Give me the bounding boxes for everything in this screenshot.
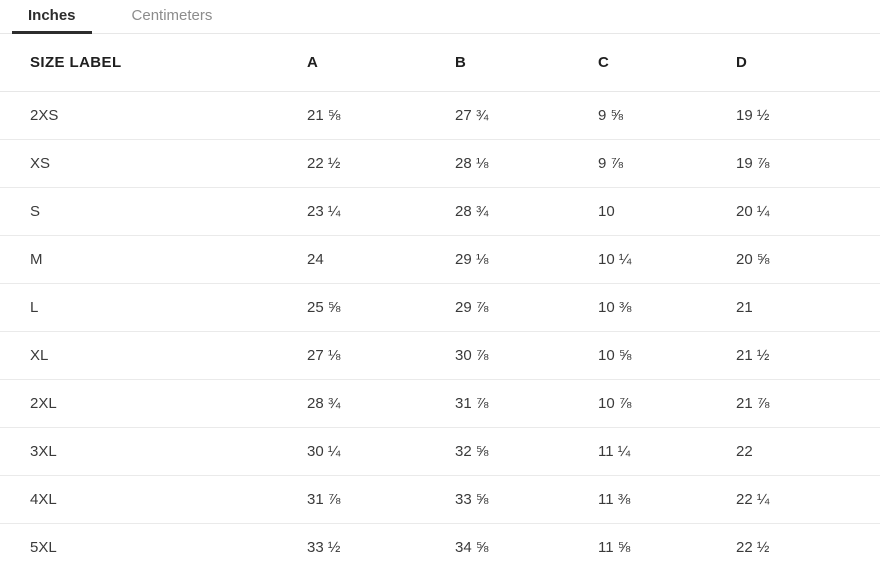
size-label-cell: XS	[0, 140, 307, 188]
unit-tabs: Inches Centimeters	[0, 0, 880, 34]
measurement-cell: 19 ½	[736, 92, 880, 140]
measurement-cell: 9 ⅝	[598, 92, 736, 140]
table-row: 3XL 30 ¼ 32 ⅝ 11 ¼ 22	[0, 428, 880, 476]
table-row: XL 27 ⅛ 30 ⅞ 10 ⅝ 21 ½	[0, 332, 880, 380]
measurement-cell: 22 ¼	[736, 476, 880, 524]
table-row: 2XL 28 ¾ 31 ⅞ 10 ⅞ 21 ⅞	[0, 380, 880, 428]
measurement-cell: 27 ⅛	[307, 332, 455, 380]
column-header-size-label: SIZE LABEL	[0, 34, 307, 92]
measurement-cell: 19 ⅞	[736, 140, 880, 188]
measurement-cell: 24	[307, 236, 455, 284]
measurement-cell: 27 ¾	[455, 92, 598, 140]
size-label-cell: L	[0, 284, 307, 332]
measurement-cell: 30 ⅞	[455, 332, 598, 380]
size-label-cell: 2XS	[0, 92, 307, 140]
measurement-cell: 21	[736, 284, 880, 332]
measurement-cell: 22 ½	[307, 140, 455, 188]
measurement-cell: 29 ⅛	[455, 236, 598, 284]
measurement-cell: 20 ¼	[736, 188, 880, 236]
size-label-cell: M	[0, 236, 307, 284]
measurement-cell: 23 ¼	[307, 188, 455, 236]
column-header-a: A	[307, 34, 455, 92]
measurement-cell: 22	[736, 428, 880, 476]
table-row: M 24 29 ⅛ 10 ¼ 20 ⅝	[0, 236, 880, 284]
table-row: XS 22 ½ 28 ⅛ 9 ⅞ 19 ⅞	[0, 140, 880, 188]
table-row: L 25 ⅝ 29 ⅞ 10 ⅜ 21	[0, 284, 880, 332]
measurement-cell: 11 ¼	[598, 428, 736, 476]
table-row: 4XL 31 ⅞ 33 ⅝ 11 ⅜ 22 ¼	[0, 476, 880, 524]
measurement-cell: 28 ¾	[455, 188, 598, 236]
measurement-cell: 10 ¼	[598, 236, 736, 284]
measurement-cell: 33 ⅝	[455, 476, 598, 524]
measurement-cell: 21 ⅝	[307, 92, 455, 140]
column-header-b: B	[455, 34, 598, 92]
tab-centimeters[interactable]: Centimeters	[116, 0, 229, 34]
measurement-cell: 10 ⅝	[598, 332, 736, 380]
measurement-cell: 31 ⅞	[307, 476, 455, 524]
size-label-cell: 2XL	[0, 380, 307, 428]
table-row: S 23 ¼ 28 ¾ 10 20 ¼	[0, 188, 880, 236]
measurement-cell: 30 ¼	[307, 428, 455, 476]
size-label-cell: 4XL	[0, 476, 307, 524]
header-row: SIZE LABEL A B C D	[0, 34, 880, 92]
tab-inches[interactable]: Inches	[12, 0, 92, 34]
measurement-cell: 25 ⅝	[307, 284, 455, 332]
measurement-cell: 10	[598, 188, 736, 236]
size-label-cell: 3XL	[0, 428, 307, 476]
size-label-cell: XL	[0, 332, 307, 380]
column-header-d: D	[736, 34, 880, 92]
measurement-cell: 29 ⅞	[455, 284, 598, 332]
measurement-cell: 21 ⅞	[736, 380, 880, 428]
measurement-cell: 11 ⅜	[598, 476, 736, 524]
column-header-c: C	[598, 34, 736, 92]
size-chart-table: SIZE LABEL A B C D 2XS 21 ⅝ 27 ¾ 9 ⅝ 19 …	[0, 34, 880, 571]
measurement-cell: 32 ⅝	[455, 428, 598, 476]
measurement-cell: 28 ¾	[307, 380, 455, 428]
measurement-cell: 9 ⅞	[598, 140, 736, 188]
measurement-cell: 31 ⅞	[455, 380, 598, 428]
size-label-cell: S	[0, 188, 307, 236]
measurement-cell: 28 ⅛	[455, 140, 598, 188]
measurement-cell: 21 ½	[736, 332, 880, 380]
measurement-cell: 10 ⅜	[598, 284, 736, 332]
measurement-cell: 20 ⅝	[736, 236, 880, 284]
measurement-cell: 10 ⅞	[598, 380, 736, 428]
table-row: 2XS 21 ⅝ 27 ¾ 9 ⅝ 19 ½	[0, 92, 880, 140]
